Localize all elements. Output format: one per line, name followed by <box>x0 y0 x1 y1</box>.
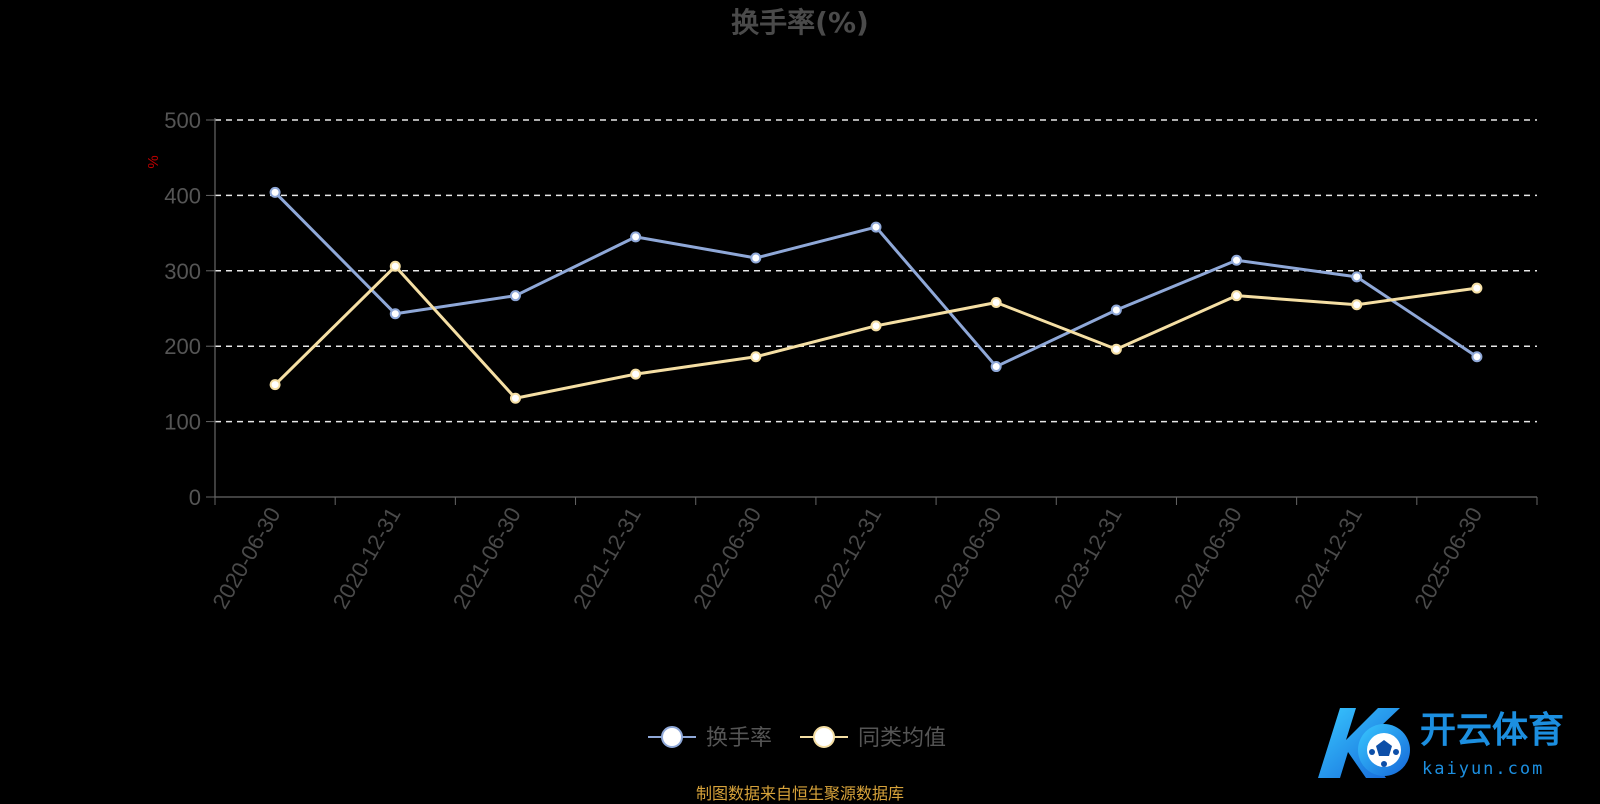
data-point <box>750 252 762 264</box>
data-point <box>630 231 642 243</box>
y-tick-label: 400 <box>164 183 201 208</box>
data-point <box>750 351 762 363</box>
legend[interactable]: 换手率 同类均值 <box>648 726 946 751</box>
legend-label: 换手率 <box>706 726 772 751</box>
y-tick-label: 0 <box>189 485 201 510</box>
x-tick-label: 2023-12-31 <box>1049 503 1127 613</box>
legend-marker <box>661 726 683 748</box>
data-point <box>1231 290 1243 302</box>
x-tick-label: 2020-06-30 <box>207 503 285 613</box>
data-point <box>1110 343 1122 355</box>
legend-item-0[interactable]: 换手率 <box>648 726 772 751</box>
axes <box>214 118 1537 498</box>
data-point <box>1351 299 1363 311</box>
data-point <box>1351 271 1363 283</box>
x-tick-label: 2020-12-31 <box>328 503 406 613</box>
data-point <box>870 320 882 332</box>
data-point <box>990 296 1002 308</box>
data-point <box>1231 254 1243 266</box>
y-axis-ticks: 0 100 200 300 400 500 <box>164 108 215 510</box>
x-tick-label: 2025-06-30 <box>1409 503 1487 613</box>
x-tick-label: 2021-06-30 <box>448 503 526 613</box>
data-point <box>509 392 521 404</box>
series-line-1 <box>274 264 1478 400</box>
x-axis-ticks: 2020-06-30 2020-12-31 2021-06-30 2021-12-31… <box>207 497 1538 613</box>
grid-lines <box>215 119 1537 423</box>
chart-title: 换手率(%) <box>731 6 869 39</box>
x-tick-label: 2024-12-31 <box>1289 503 1367 613</box>
kaiyun-watermark-logo: 开云体育 kaiyun.com <box>1318 708 1564 779</box>
y-tick-label: 300 <box>164 259 201 284</box>
data-point <box>870 221 882 233</box>
data-point <box>389 308 401 320</box>
watermark-en: kaiyun.com <box>1422 759 1544 779</box>
legend-item-1[interactable]: 同类均值 <box>800 726 946 751</box>
data-point <box>1110 304 1122 316</box>
data-point <box>1471 351 1483 363</box>
data-point <box>269 379 281 391</box>
series-group <box>269 186 1483 404</box>
x-tick-label: 2022-06-30 <box>688 503 766 613</box>
data-point <box>389 260 401 272</box>
x-tick-label: 2021-12-31 <box>568 503 646 613</box>
legend-label: 同类均值 <box>858 726 946 751</box>
x-tick-label: 2023-06-30 <box>929 503 1007 613</box>
data-point <box>269 186 281 198</box>
data-point <box>509 290 521 302</box>
data-point <box>990 361 1002 373</box>
y-axis-unit-label: % <box>145 155 162 168</box>
legend-marker <box>813 726 835 748</box>
y-tick-label: 500 <box>164 108 201 133</box>
y-tick-label: 200 <box>164 334 201 359</box>
series-line-0 <box>274 191 1478 369</box>
data-point <box>1471 282 1483 294</box>
x-tick-label: 2024-06-30 <box>1169 503 1247 613</box>
data-point <box>630 368 642 380</box>
watermark-cn: 开云体育 <box>1420 710 1564 751</box>
data-source-note: 制图数据来自恒生聚源数据库 <box>695 784 904 803</box>
y-tick-label: 100 <box>164 410 201 435</box>
x-tick-label: 2022-12-31 <box>808 503 886 613</box>
